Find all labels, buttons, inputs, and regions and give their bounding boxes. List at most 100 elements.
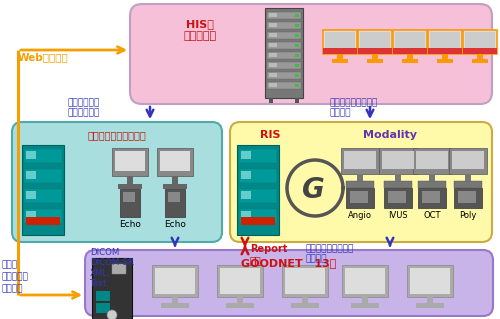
Bar (477, 54, 483, 59)
Bar (22, 145, 64, 235)
Bar (407, 54, 413, 59)
Bar (465, 32, 495, 48)
Bar (118, 184, 142, 189)
Text: G: G (302, 176, 324, 204)
Bar (24, 149, 62, 163)
Bar (341, 148, 379, 174)
Text: Echo: Echo (164, 220, 186, 229)
Text: DICOM
DICOM-SR
XML,
Text: DICOM DICOM-SR XML, Text (90, 248, 134, 288)
Bar (267, 22, 301, 29)
Bar (226, 303, 254, 308)
Bar (160, 151, 190, 171)
Bar (418, 181, 446, 188)
Bar (413, 148, 451, 174)
Bar (393, 30, 427, 54)
Bar (282, 265, 328, 297)
Bar (267, 32, 301, 39)
Bar (442, 54, 448, 59)
Bar (92, 258, 132, 319)
Bar (382, 151, 414, 169)
Bar (168, 192, 180, 202)
Text: Poly: Poly (460, 211, 476, 220)
Bar (285, 268, 325, 294)
Text: 生理検査部門システム: 生理検査部門システム (88, 130, 146, 140)
Bar (241, 191, 251, 199)
PathPatch shape (130, 4, 492, 104)
Bar (24, 189, 62, 203)
Bar (241, 211, 251, 219)
Text: 生理系: 生理系 (2, 260, 18, 269)
Bar (239, 149, 277, 163)
Bar (454, 188, 482, 208)
Bar (295, 74, 299, 77)
Bar (269, 98, 273, 103)
Bar (449, 148, 487, 174)
Text: IVUS: IVUS (388, 211, 408, 220)
Bar (295, 24, 299, 27)
Bar (358, 30, 392, 54)
Bar (269, 83, 277, 87)
Bar (267, 42, 301, 49)
Bar (127, 176, 133, 184)
Bar (379, 148, 417, 174)
Bar (269, 73, 277, 77)
Bar (323, 48, 357, 54)
Bar (267, 62, 301, 69)
Bar (269, 33, 277, 37)
Text: 放射線系オーダ情報
患者属性: 放射線系オーダ情報 患者属性 (305, 244, 354, 263)
Bar (367, 59, 383, 63)
Bar (241, 151, 251, 159)
Text: Report
解析: Report 解析 (250, 244, 288, 266)
Bar (384, 188, 412, 208)
Circle shape (107, 310, 117, 319)
Bar (407, 265, 453, 297)
PathPatch shape (12, 122, 222, 242)
Bar (237, 297, 243, 303)
Bar (165, 189, 185, 217)
Bar (269, 63, 277, 67)
Text: Angio: Angio (348, 211, 372, 220)
Text: 放射線系オーダ情報
患者属性: 放射線系オーダ情報 患者属性 (330, 98, 378, 118)
Text: 生理系オーダ
情報患者属性: 生理系オーダ 情報患者属性 (68, 98, 100, 118)
Bar (112, 148, 148, 176)
Bar (325, 32, 355, 48)
Bar (26, 217, 60, 225)
Bar (295, 84, 299, 87)
PathPatch shape (85, 250, 493, 316)
Bar (26, 171, 36, 179)
Bar (269, 53, 277, 57)
Text: オーダ情報: オーダ情報 (2, 272, 29, 281)
Bar (295, 98, 299, 103)
Bar (295, 14, 299, 17)
Bar (123, 192, 135, 202)
Bar (267, 52, 301, 59)
Bar (152, 265, 198, 297)
Text: Echo: Echo (119, 220, 141, 229)
Text: HIS：
電子カルテ: HIS： 電子カルテ (184, 19, 216, 41)
Bar (295, 64, 299, 67)
Bar (458, 191, 476, 203)
Bar (418, 188, 446, 208)
Bar (157, 148, 193, 176)
Bar (96, 291, 110, 301)
Bar (362, 297, 368, 303)
Bar (452, 151, 484, 169)
Bar (26, 151, 36, 159)
Bar (384, 181, 412, 188)
Bar (24, 169, 62, 183)
Text: 患者属性: 患者属性 (2, 284, 24, 293)
Bar (428, 30, 462, 54)
Bar (295, 34, 299, 37)
Bar (239, 169, 277, 183)
Bar (239, 209, 277, 223)
Text: Web画像配信: Web画像配信 (18, 52, 69, 62)
Bar (337, 54, 343, 59)
Bar (463, 48, 497, 54)
Bar (26, 211, 36, 219)
Bar (360, 32, 390, 48)
Bar (388, 191, 406, 203)
Bar (237, 145, 279, 235)
Bar (430, 32, 460, 48)
Bar (269, 43, 277, 47)
Bar (472, 59, 488, 63)
